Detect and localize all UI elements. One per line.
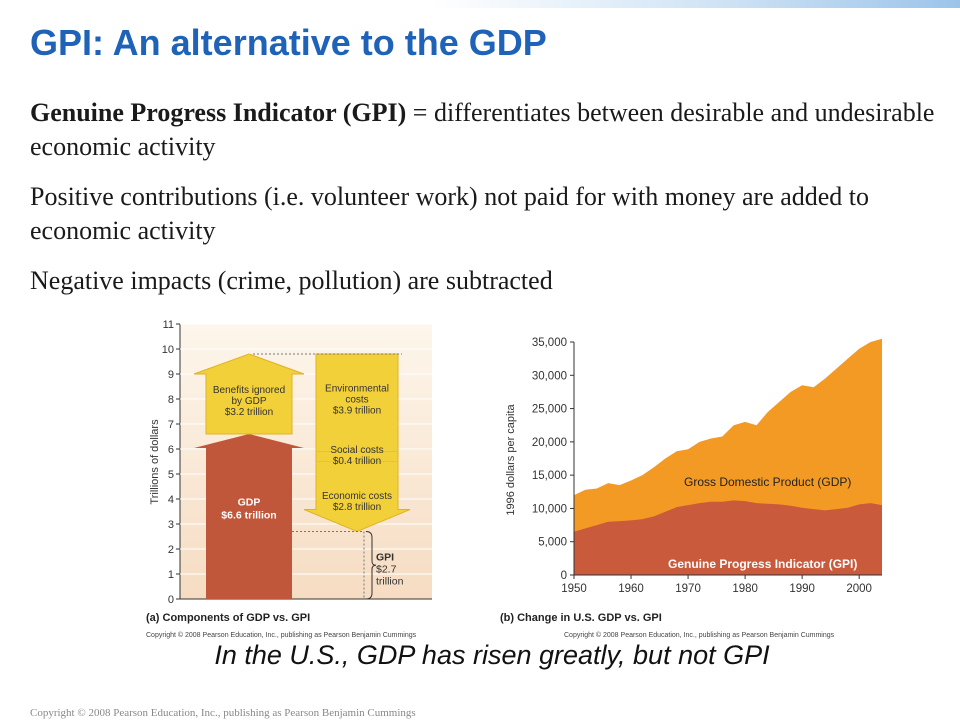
benefits-arrow-label: Benefits ignored <box>213 385 285 396</box>
chart-b-xtick-label: 2000 <box>846 583 872 595</box>
gpi-area <box>574 500 882 575</box>
chart-a-ytick-label: 2 <box>168 544 174 556</box>
top-accent-strip <box>0 0 960 8</box>
chart-b-ytick-label: 0 <box>561 570 567 582</box>
chart-b-ytick-label: 15,000 <box>532 470 567 482</box>
chart-a-ytick-label: 4 <box>168 494 174 506</box>
chart-b-xtick-label: 1970 <box>675 583 701 595</box>
benefits-arrow-label: $3.2 trillion <box>225 407 273 418</box>
chart-a-ytick-label: 6 <box>168 444 174 456</box>
chart-b-ytick-label: 25,000 <box>532 404 567 416</box>
chart-a-subtitle: (a) Components of GDP vs. GPI <box>146 612 310 624</box>
cost-label: $0.4 trillion <box>333 456 381 467</box>
chart-a-copyright: Copyright © 2008 Pearson Education, Inc.… <box>146 631 417 639</box>
cost-label: Environmental <box>325 384 389 395</box>
gpi-definition-text: = differentiates between desirable and u… <box>30 98 935 161</box>
chart-a-ytick-label: 8 <box>168 394 174 406</box>
chart-a-ytick-label: 9 <box>168 369 174 381</box>
gdp-arrow-value: $6.6 trillion <box>221 509 276 521</box>
copyright-footer: Copyright © 2008 Pearson Education, Inc.… <box>30 707 416 719</box>
slide-title: GPI: An alternative to the GDP <box>30 22 547 63</box>
paragraph-positive-contributions: Positive contributions (i.e. volunteer w… <box>30 182 870 245</box>
cost-label: Economic costs <box>322 491 392 502</box>
chart-b-xtick-label: 1950 <box>561 583 587 595</box>
series-label-gpi: Genuine Progress Indicator (GPI) <box>668 557 857 571</box>
paragraph-gpi-definition: Genuine Progress Indicator (GPI) = diffe… <box>30 96 960 164</box>
chart-b-ytick-label: 30,000 <box>532 370 567 382</box>
chart-a-ylabel: Trillions of dollars <box>149 419 161 505</box>
costs-arrow <box>303 353 411 533</box>
cost-label: $3.9 trillion <box>333 406 381 417</box>
chart-a-ytick-label: 3 <box>168 519 174 531</box>
chart-a-ytick-label: 10 <box>162 344 174 356</box>
cost-label: $2.8 trillion <box>333 502 381 513</box>
chart-b-xtick-label: 1960 <box>618 583 644 595</box>
cost-label: costs <box>345 395 368 406</box>
chart-b-ytick-label: 5,000 <box>538 537 567 549</box>
benefits-arrow-label: by GDP <box>231 396 266 407</box>
gdp-arrow <box>194 434 304 599</box>
chart-b-copyright: Copyright © 2008 Pearson Education, Inc.… <box>564 631 835 639</box>
chart-a-ytick-label: 11 <box>163 319 174 331</box>
benefits-arrow <box>193 353 305 435</box>
chart-b-ylabel: 1996 dollars per capita <box>505 403 517 515</box>
chart-b-ytick-label: 10,000 <box>532 503 567 515</box>
chart-a-ytick-label: 5 <box>168 469 174 481</box>
chart-b-ytick-label: 20,000 <box>532 437 567 449</box>
chart-b-xtick-label: 1990 <box>789 583 815 595</box>
chart-change-gdp-vs-gpi: 0 5,000 10,000 15,000 20,000 25,000 30,000 35,0… <box>500 337 882 639</box>
gpi-label: GPI <box>376 551 394 563</box>
paragraph-negative-impacts: Negative impacts (crime, pollution) are … <box>30 266 553 295</box>
gdp-arrow-label: GDP <box>238 496 261 508</box>
gpi-label: $2.7 <box>376 563 397 575</box>
chart-a-ytick-label: 0 <box>168 594 174 606</box>
gpi-bracket <box>365 531 377 600</box>
gpi-term: Genuine Progress Indicator (GPI) <box>30 98 407 127</box>
gpi-label: trillion <box>376 575 404 587</box>
chart-b-subtitle: (b) Change in U.S. GDP vs. GPI <box>500 612 662 624</box>
series-label-gdp: Gross Domestic Product (GDP) <box>684 475 851 489</box>
cost-label: Social costs <box>330 445 383 456</box>
chart-a-ytick-label: 1 <box>168 569 174 581</box>
chart-b-xtick-label: 1980 <box>732 583 758 595</box>
chart-a-ytick-label: 7 <box>168 419 174 431</box>
slide-caption: In the U.S., GDP has risen greatly, but … <box>214 640 770 670</box>
chart-b-ytick-label: 35,000 <box>532 337 567 349</box>
